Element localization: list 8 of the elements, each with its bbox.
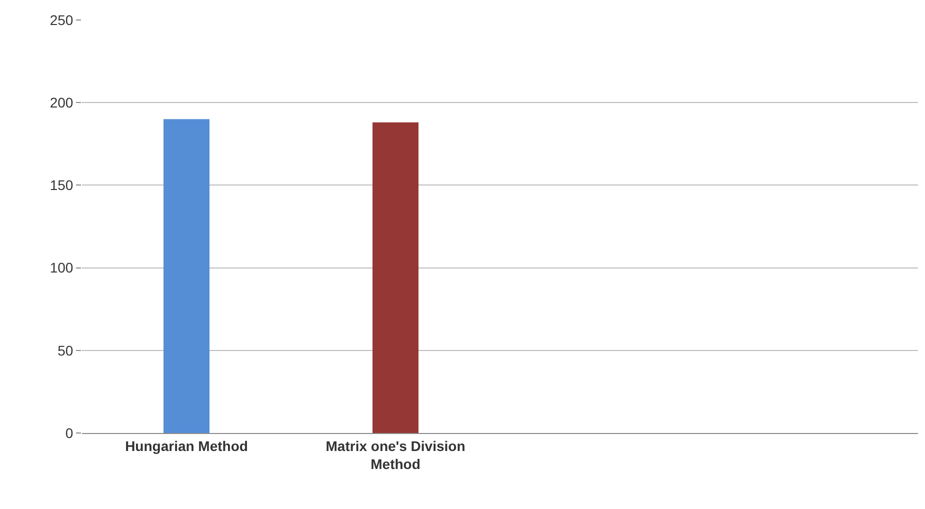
y-tick-label: 100	[50, 260, 74, 276]
x-tick-label: Hungarian Method	[125, 438, 248, 454]
y-tick-label: 200	[50, 94, 74, 110]
y-tick-label: 250	[50, 12, 74, 28]
x-tick-label: Matrix one's Division Method	[326, 438, 466, 472]
y-tick-label: 0	[65, 424, 74, 441]
y-tick-label: 150	[50, 177, 74, 194]
y-tick-label: 50	[58, 342, 74, 358]
